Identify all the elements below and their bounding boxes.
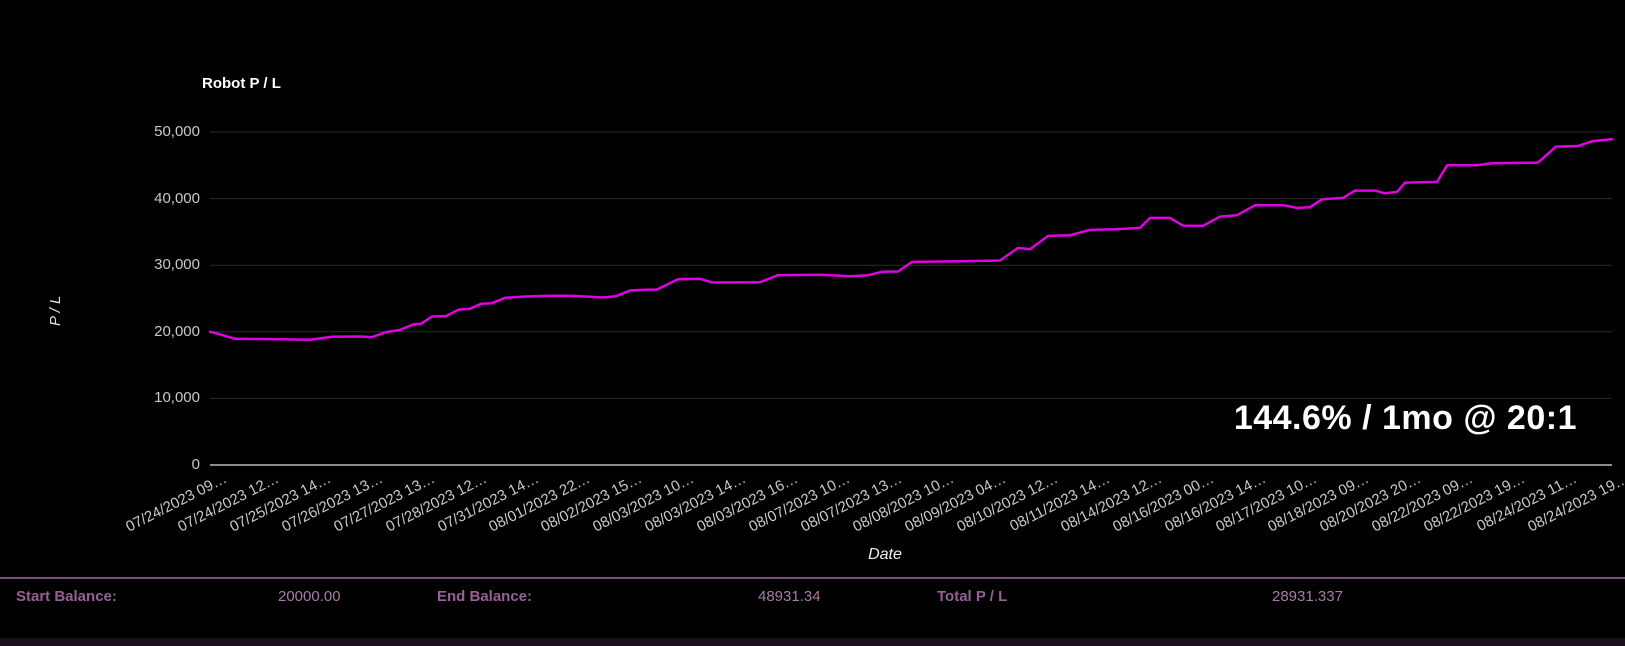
- total-pl-label: Total P / L: [937, 588, 1008, 605]
- total-pl-value: 28931.337: [1272, 588, 1343, 605]
- y-axis-tick-label: 50,000: [154, 122, 200, 140]
- bottom-strip: [0, 638, 1625, 646]
- y-axis-tick-label: 20,000: [154, 322, 200, 340]
- end-balance-label: End Balance:: [437, 588, 533, 605]
- start-balance-value: 20000.00: [278, 588, 341, 605]
- pl-line-series: [208, 137, 1614, 342]
- y-axis-tick-label: 40,000: [154, 189, 200, 207]
- y-axis-tick-label: 30,000: [154, 256, 200, 274]
- x-axis-label: Date: [868, 546, 902, 563]
- y-axis-tick-label: 10,000: [154, 389, 200, 407]
- performance-annotation: 144.6% / 1mo @ 20:1: [1233, 399, 1577, 437]
- start-balance-label: Start Balance:: [16, 588, 117, 605]
- y-axis-tick-label: 0: [191, 456, 200, 473]
- y-axis-label: P / L: [47, 295, 64, 326]
- chart-title: Robot P / L: [202, 75, 281, 92]
- footer-divider: [0, 577, 1625, 579]
- end-balance-value: 48931.34: [758, 588, 821, 605]
- summary-footer: Start Balance: 20000.00 End Balance: 489…: [0, 588, 1625, 612]
